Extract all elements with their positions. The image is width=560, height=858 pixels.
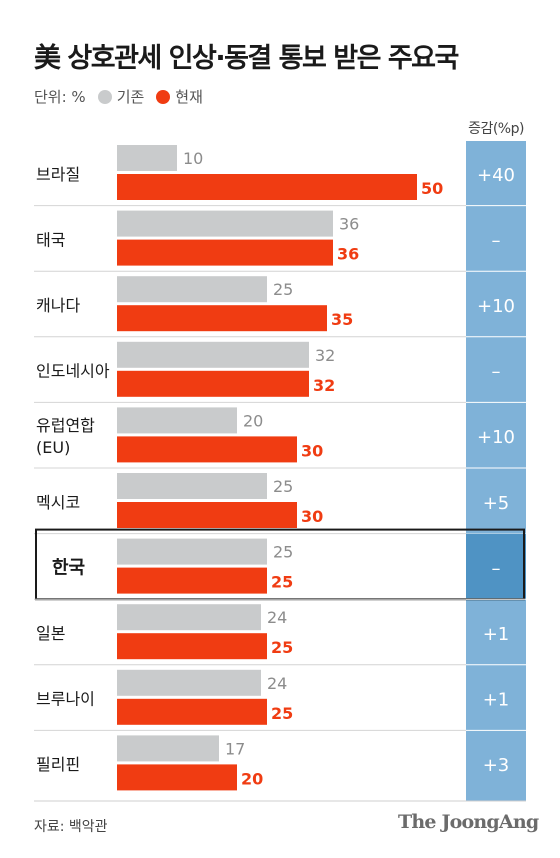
change-column-background <box>466 141 526 801</box>
value-label-existing: 24 <box>267 674 287 693</box>
change-value: +10 <box>477 296 515 317</box>
bar-existing <box>117 604 261 631</box>
bar-existing <box>117 145 177 171</box>
value-label-existing: 17 <box>225 739 245 758</box>
page-title: 美 상호관세 인상·동결 통보 받은 주요국 <box>34 43 459 74</box>
value-label-existing: 25 <box>273 477 293 496</box>
source-note: 자료: 백악관 <box>34 819 108 835</box>
bar-current <box>117 436 297 463</box>
bar-current <box>117 764 237 791</box>
bar-existing <box>117 407 237 434</box>
category-label: 멕시코 <box>36 493 80 512</box>
change-value: +1 <box>483 624 510 645</box>
category-label: 한국 <box>52 557 85 578</box>
bar-current <box>117 633 267 660</box>
value-label-current: 35 <box>331 310 353 329</box>
change-value: +1 <box>483 690 510 711</box>
unit-label: 단위: % <box>34 88 86 106</box>
legend: 단위: % 기존 현재 <box>34 86 203 107</box>
change-value: – <box>492 558 501 579</box>
value-label-existing: 32 <box>315 346 335 365</box>
bar-current <box>117 567 267 594</box>
bar-current <box>117 502 297 528</box>
change-value: – <box>492 230 501 251</box>
bar-current <box>117 174 417 200</box>
change-column-header: 증감(%p) <box>468 121 524 137</box>
value-label-current: 50 <box>421 179 443 198</box>
value-label-existing: 20 <box>243 411 263 430</box>
change-value: +5 <box>483 493 510 514</box>
change-value: – <box>492 362 501 383</box>
value-label-existing: 10 <box>183 149 203 168</box>
value-label-current: 30 <box>301 441 323 460</box>
highlight-change-cell <box>466 533 526 601</box>
bar-existing <box>117 210 333 237</box>
value-label-existing: 25 <box>273 280 293 299</box>
bar-current <box>117 239 333 266</box>
change-value: +40 <box>477 165 515 186</box>
bar-existing <box>117 341 309 368</box>
value-label-current: 30 <box>301 507 323 526</box>
category-label: 일본 <box>36 624 65 643</box>
legend-existing-swatch <box>97 89 112 104</box>
change-value: +10 <box>477 427 515 448</box>
category-label: 인도네시아 <box>36 362 110 381</box>
publisher-logo: The JoongAng <box>398 811 539 833</box>
bar-current <box>117 698 267 725</box>
value-label-current: 25 <box>271 704 293 723</box>
legend-existing-label: 기존 <box>116 88 145 106</box>
bar-current <box>117 370 309 397</box>
category-label: 필리핀 <box>36 755 80 774</box>
legend-current-swatch <box>156 89 171 104</box>
bar-existing <box>117 276 267 303</box>
bar-current <box>117 305 327 332</box>
value-label-existing: 24 <box>267 608 287 627</box>
category-label: 유럽연합 (EU) <box>36 416 95 457</box>
bar-existing <box>117 669 261 696</box>
category-label: 캐나다 <box>36 296 80 315</box>
value-label-current: 36 <box>337 245 359 264</box>
bar-existing <box>117 735 219 762</box>
value-label-current: 32 <box>313 376 335 395</box>
value-label-existing: 36 <box>339 215 359 234</box>
value-label-current: 20 <box>241 769 263 788</box>
value-label-current: 25 <box>271 638 293 657</box>
value-label-current: 25 <box>271 573 293 592</box>
bar-existing <box>117 538 267 565</box>
change-value: +3 <box>483 755 510 776</box>
category-label: 태국 <box>36 230 65 249</box>
category-label: 브라질 <box>36 165 80 184</box>
bar-existing <box>117 473 267 499</box>
category-label: 브루나이 <box>36 690 95 709</box>
legend-current-label: 현재 <box>175 88 203 106</box>
value-label-existing: 25 <box>273 543 293 562</box>
